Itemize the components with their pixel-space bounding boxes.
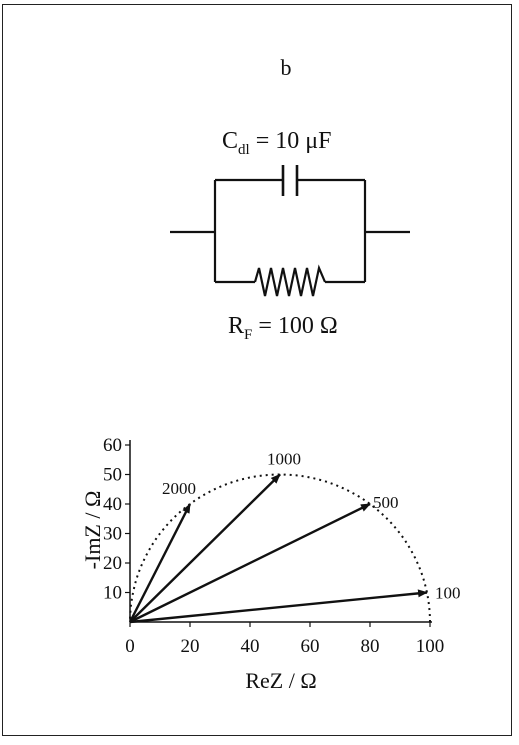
vector-label-500: 500 [373, 493, 399, 512]
vector-arrow-500 [129, 502, 371, 624]
y-tick-label-5: 60 [103, 435, 122, 456]
y-axis-label: -ImZ / Ω [80, 491, 105, 570]
semicircle-arc [129, 473, 431, 623]
resistor-label: RF = 100 Ω [228, 313, 338, 343]
x-axis-label: ReZ / Ω [245, 668, 316, 693]
y-tick-label-2: 30 [103, 524, 122, 545]
x-tick-label-2: 40 [241, 636, 260, 657]
y-tick-label-0: 10 [103, 583, 122, 604]
y-tick-label-3: 40 [103, 494, 122, 515]
panel-label: b [281, 55, 292, 80]
impedance-vectors: 2000 1000 500 100 [128, 450, 461, 624]
resistor-zigzag [253, 264, 327, 297]
vector-label-100: 100 [435, 584, 461, 603]
y-tick-label-1: 20 [103, 553, 122, 574]
nyquist-plot: 0 20 40 60 80 100 10 20 30 40 50 60 2000 1000 500 100… [80, 435, 461, 693]
x-tick-label-3: 60 [301, 636, 320, 657]
x-tick-label-5: 100 [416, 636, 445, 657]
figure-frame [2, 4, 512, 736]
vector-label-1000: 1000 [267, 450, 301, 469]
y-tick-marks: 10 20 30 40 50 60 [103, 435, 130, 604]
vector-label-2000: 2000 [162, 479, 196, 498]
x-tick-marks: 0 20 40 60 80 100 [125, 622, 444, 657]
circuit-diagram [170, 165, 410, 297]
vector-arrow-2000 [128, 503, 192, 623]
resistor-symbol: R [228, 313, 244, 339]
y-tick-label-4: 50 [103, 465, 122, 486]
vector-arrow-100 [129, 589, 428, 624]
resistor-value: = 100 Ω [252, 313, 337, 339]
vector-arrow-1000 [129, 473, 281, 623]
capacitor-subscript: dl [238, 142, 250, 158]
capacitor-symbol: C [222, 128, 238, 154]
resistor-subscript: F [244, 327, 252, 343]
capacitor-value: = 10 μF [250, 128, 332, 154]
x-tick-label-1: 20 [181, 636, 200, 657]
x-tick-label-0: 0 [125, 636, 135, 657]
x-tick-label-4: 80 [361, 636, 380, 657]
capacitor-label: Cdl = 10 μF [222, 128, 331, 158]
